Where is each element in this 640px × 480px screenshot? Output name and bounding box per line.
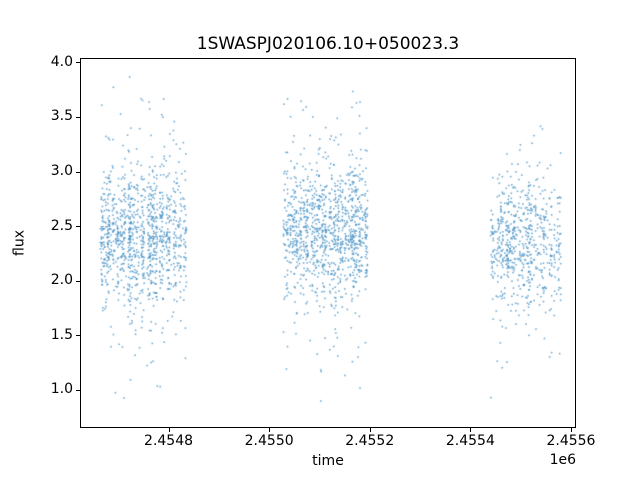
y-tick-label: 2.5 (50, 217, 73, 234)
y-tick-mark (76, 171, 80, 173)
y-tick-label: 3.0 (50, 163, 73, 179)
y-tick-label: 2.0 (50, 272, 73, 289)
y-tick-label: 4.0 (50, 53, 73, 70)
x-axis-label: time (312, 453, 344, 469)
y-tick-mark (76, 226, 80, 228)
x-tick-mark (369, 428, 371, 432)
y-tick-label: 3.5 (50, 108, 73, 125)
x-tick-mark (168, 428, 170, 432)
x-tick-label: 2.4548 (144, 433, 194, 449)
y-tick-mark (76, 389, 80, 391)
chart-title: 1SWASPJ020106.10+050023.3 (196, 34, 460, 54)
x-tick-label: 2.4550 (244, 433, 294, 449)
x-tick-mark (570, 428, 572, 432)
y-axis-label: flux (11, 230, 28, 256)
x-tick-label: 2.4552 (345, 433, 395, 449)
y-tick-mark (76, 335, 80, 337)
y-tick-label: 1.0 (50, 381, 73, 398)
x-axis-offset-label: 1e6 (549, 452, 576, 468)
y-tick-label: 1.5 (50, 326, 73, 343)
x-tick-mark (269, 428, 271, 432)
x-tick-mark (470, 428, 472, 432)
scatter-plot-canvas (80, 58, 576, 428)
y-tick-mark (76, 280, 80, 282)
x-tick-label: 2.4556 (546, 433, 596, 449)
y-tick-mark (76, 62, 80, 64)
y-tick-mark (76, 116, 80, 118)
x-tick-label: 2.4554 (445, 433, 495, 449)
